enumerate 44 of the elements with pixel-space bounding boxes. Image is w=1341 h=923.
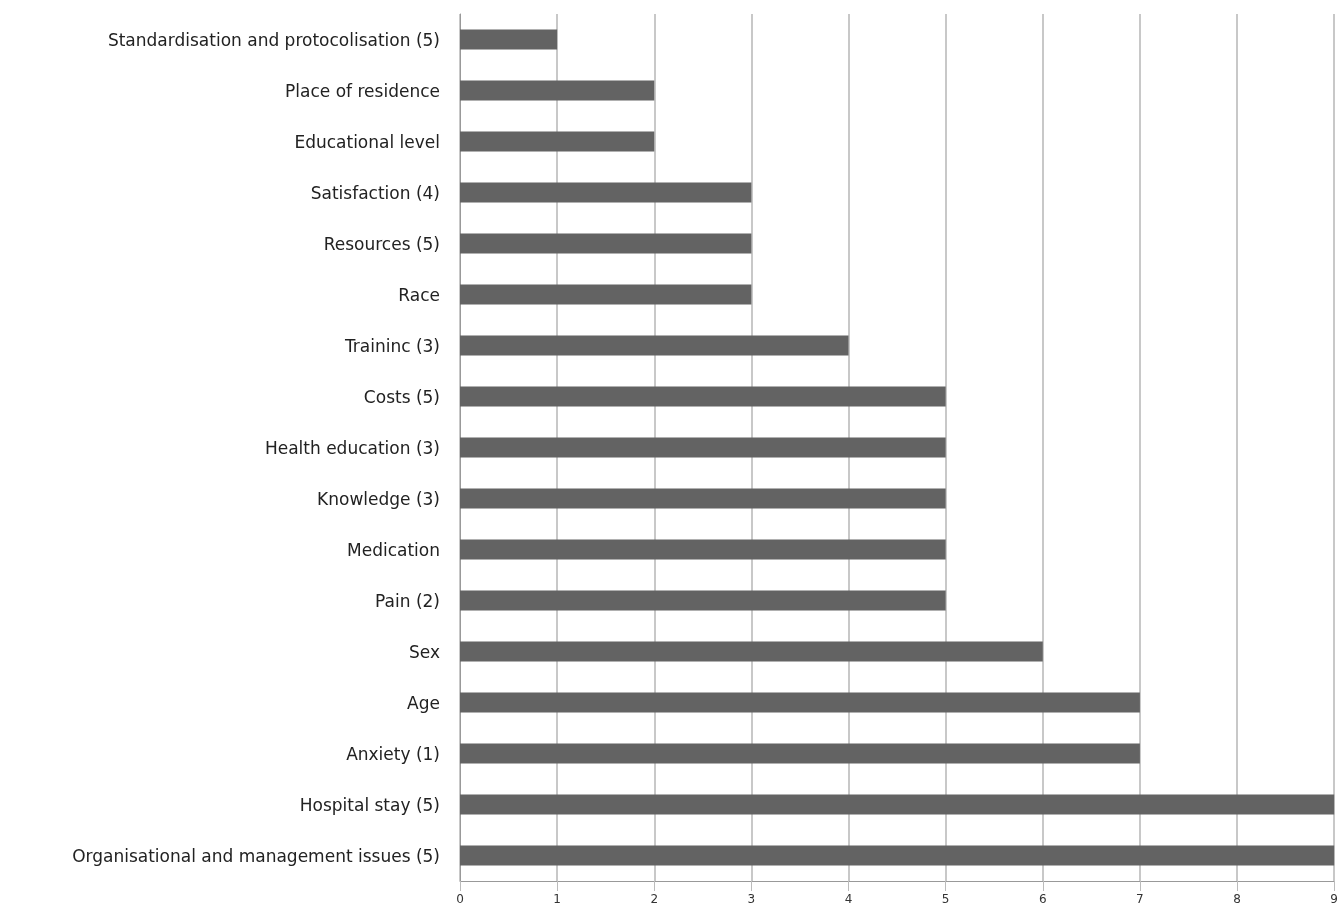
bar — [460, 539, 946, 560]
bar — [460, 284, 752, 305]
y-tick-label: Health education (3) — [264, 437, 440, 458]
bar — [460, 233, 752, 254]
y-tick-label: Sex — [408, 641, 440, 662]
bar — [460, 743, 1140, 764]
y-tick-label: Standardisation and protocolisation (5) — [107, 29, 440, 50]
bar — [460, 590, 946, 611]
x-tick-label: 2 — [650, 892, 659, 906]
bar — [460, 641, 1043, 662]
bar — [460, 845, 1335, 866]
bar — [460, 29, 558, 50]
x-tick-label: 7 — [1136, 892, 1144, 906]
x-tick-label: 6 — [1038, 892, 1047, 906]
y-tick-label: Race — [398, 284, 440, 305]
bar — [460, 386, 946, 407]
x-tick-label: 1 — [553, 892, 561, 906]
y-tick-label: Organisational and management issues (5) — [72, 845, 440, 866]
y-tick-label: Resources (5) — [323, 233, 440, 254]
x-tick-label: 9 — [1330, 892, 1338, 906]
y-tick-label: Anxiety (1) — [346, 743, 440, 764]
bar — [460, 182, 752, 203]
y-tick-label: Pain (2) — [375, 590, 440, 611]
x-tick-label: 0 — [456, 892, 464, 906]
y-tick-label: Medication — [347, 539, 440, 560]
bar — [460, 794, 1335, 815]
bar — [460, 335, 849, 356]
x-tick-label: 5 — [941, 892, 950, 906]
x-tick-label: 4 — [844, 892, 853, 906]
y-tick-label: Place of residence — [285, 80, 440, 101]
y-tick-label: Traininc (3) — [343, 335, 440, 356]
y-tick-label: Hospital stay (5) — [299, 794, 440, 815]
x-tick-label: 8 — [1233, 892, 1241, 906]
y-tick-label: Age — [407, 692, 440, 713]
bar — [460, 131, 655, 152]
bar — [460, 488, 946, 509]
y-tick-label: Knowledge (3) — [317, 488, 440, 509]
y-tick-label: Satisfaction (4) — [310, 182, 440, 203]
y-tick-label: Educational level — [294, 131, 440, 152]
bar — [460, 437, 946, 458]
bar — [460, 692, 1140, 713]
bar — [460, 80, 655, 101]
y-tick-label: Costs (5) — [363, 386, 440, 407]
x-tick-label: 3 — [747, 892, 756, 906]
